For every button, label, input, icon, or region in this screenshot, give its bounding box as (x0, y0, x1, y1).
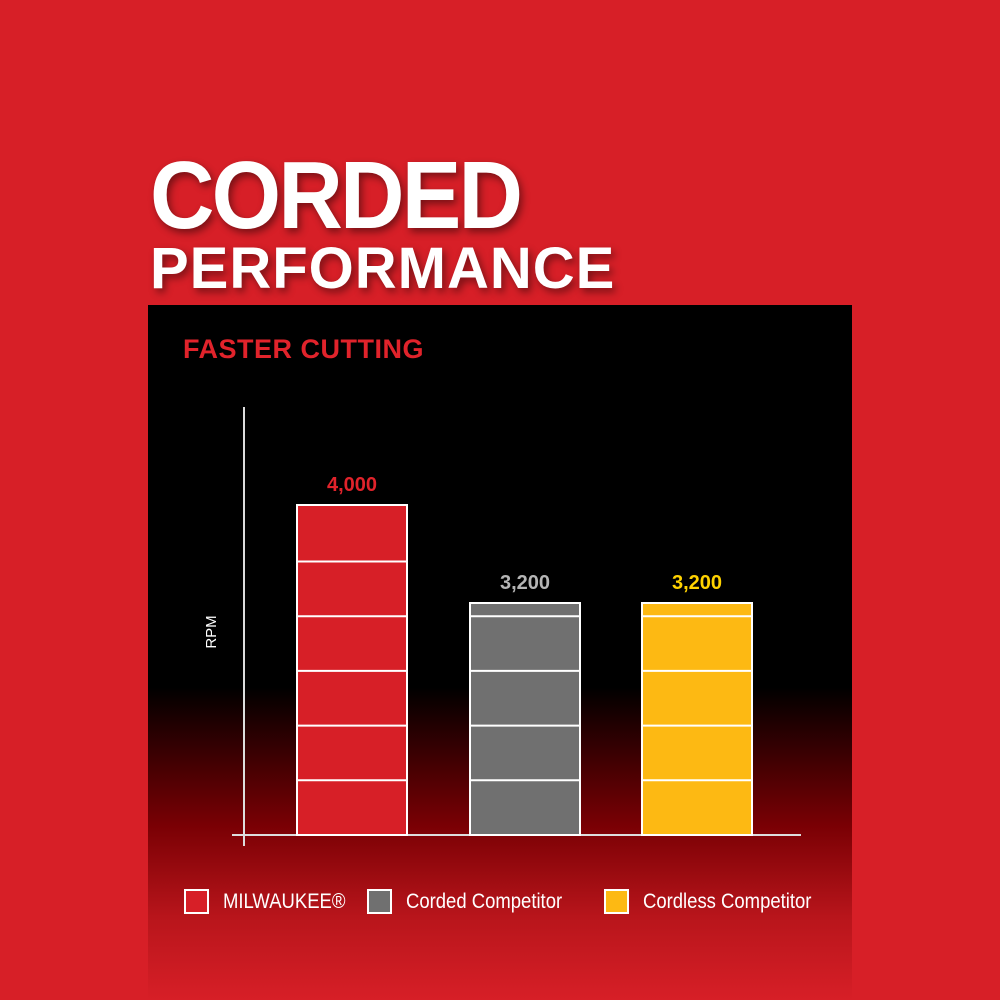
legend-cordless: Cordless Competitor (604, 889, 834, 914)
legend-label: Cordless Competitor (643, 889, 812, 913)
legend-label: MILWAUKEE® (223, 889, 346, 913)
chart-title: FASTER CUTTING (183, 334, 424, 364)
y-axis-label: RPM (203, 615, 220, 648)
data-label: 3,200 (500, 572, 550, 594)
data-label: 3,200 (672, 572, 722, 594)
legend-label: Corded Competitor (406, 889, 563, 913)
legend-milwaukee: MILWAUKEE® (184, 889, 362, 914)
bar-2 (641, 602, 753, 836)
bar-1 (469, 602, 581, 836)
legend-swatch-red (184, 889, 209, 914)
legend-swatch-yellow (604, 889, 629, 914)
legend-swatch-gray (367, 889, 392, 914)
headline-performance: PERFORMANCE (150, 236, 616, 301)
legend-corded: Corded Competitor (367, 889, 583, 914)
headline-corded: CORDED (150, 142, 523, 249)
data-label: 4,000 (327, 474, 377, 496)
